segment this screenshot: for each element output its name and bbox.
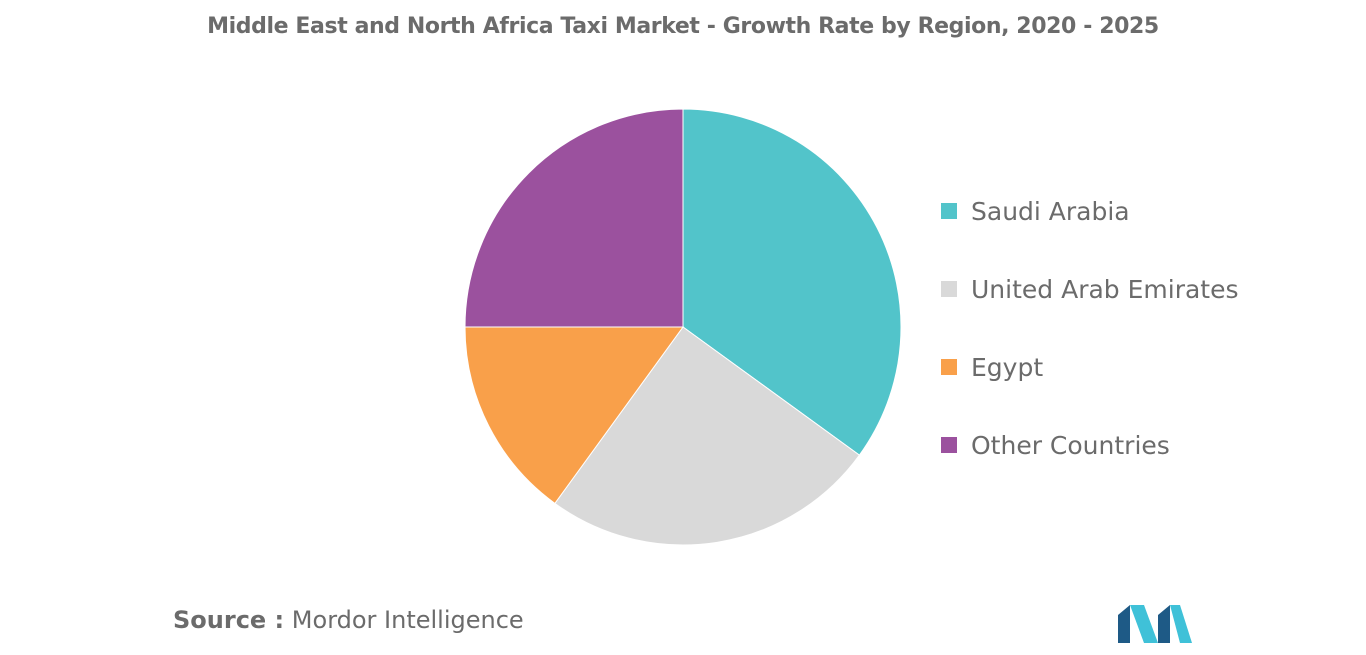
legend-label: United Arab Emirates [971, 274, 1239, 304]
legend-label: Other Countries [971, 430, 1170, 460]
legend-swatch [941, 437, 957, 453]
legend-item-other-countries: Other Countries [941, 426, 1239, 464]
pie-slice-other-countries [464, 108, 684, 328]
pie-slice-saudi-arabia [682, 108, 902, 456]
legend-swatch [941, 203, 957, 219]
legend-item-saudi-arabia: Saudi Arabia [941, 192, 1239, 230]
source-label: Source : [173, 606, 285, 634]
legend-swatch [941, 359, 957, 375]
pie-slices [464, 108, 902, 546]
pie-slice-egypt [464, 326, 684, 505]
legend-item-egypt: Egypt [941, 348, 1239, 386]
pie-slice-united-arab-emirates [554, 326, 861, 546]
legend-label: Egypt [971, 352, 1044, 382]
source-text: Mordor Intelligence [291, 606, 524, 634]
chart-title: Middle East and North Africa Taxi Market… [207, 14, 1159, 39]
legend-swatch [941, 281, 957, 297]
legend-label: Saudi Arabia [971, 196, 1130, 226]
source-note: Source : Mordor Intelligence [173, 606, 524, 634]
legend: Saudi Arabia United Arab Emirates Egypt … [941, 192, 1239, 504]
mordor-intelligence-logo-icon [1118, 605, 1192, 643]
legend-item-united-arab-emirates: United Arab Emirates [941, 270, 1239, 308]
